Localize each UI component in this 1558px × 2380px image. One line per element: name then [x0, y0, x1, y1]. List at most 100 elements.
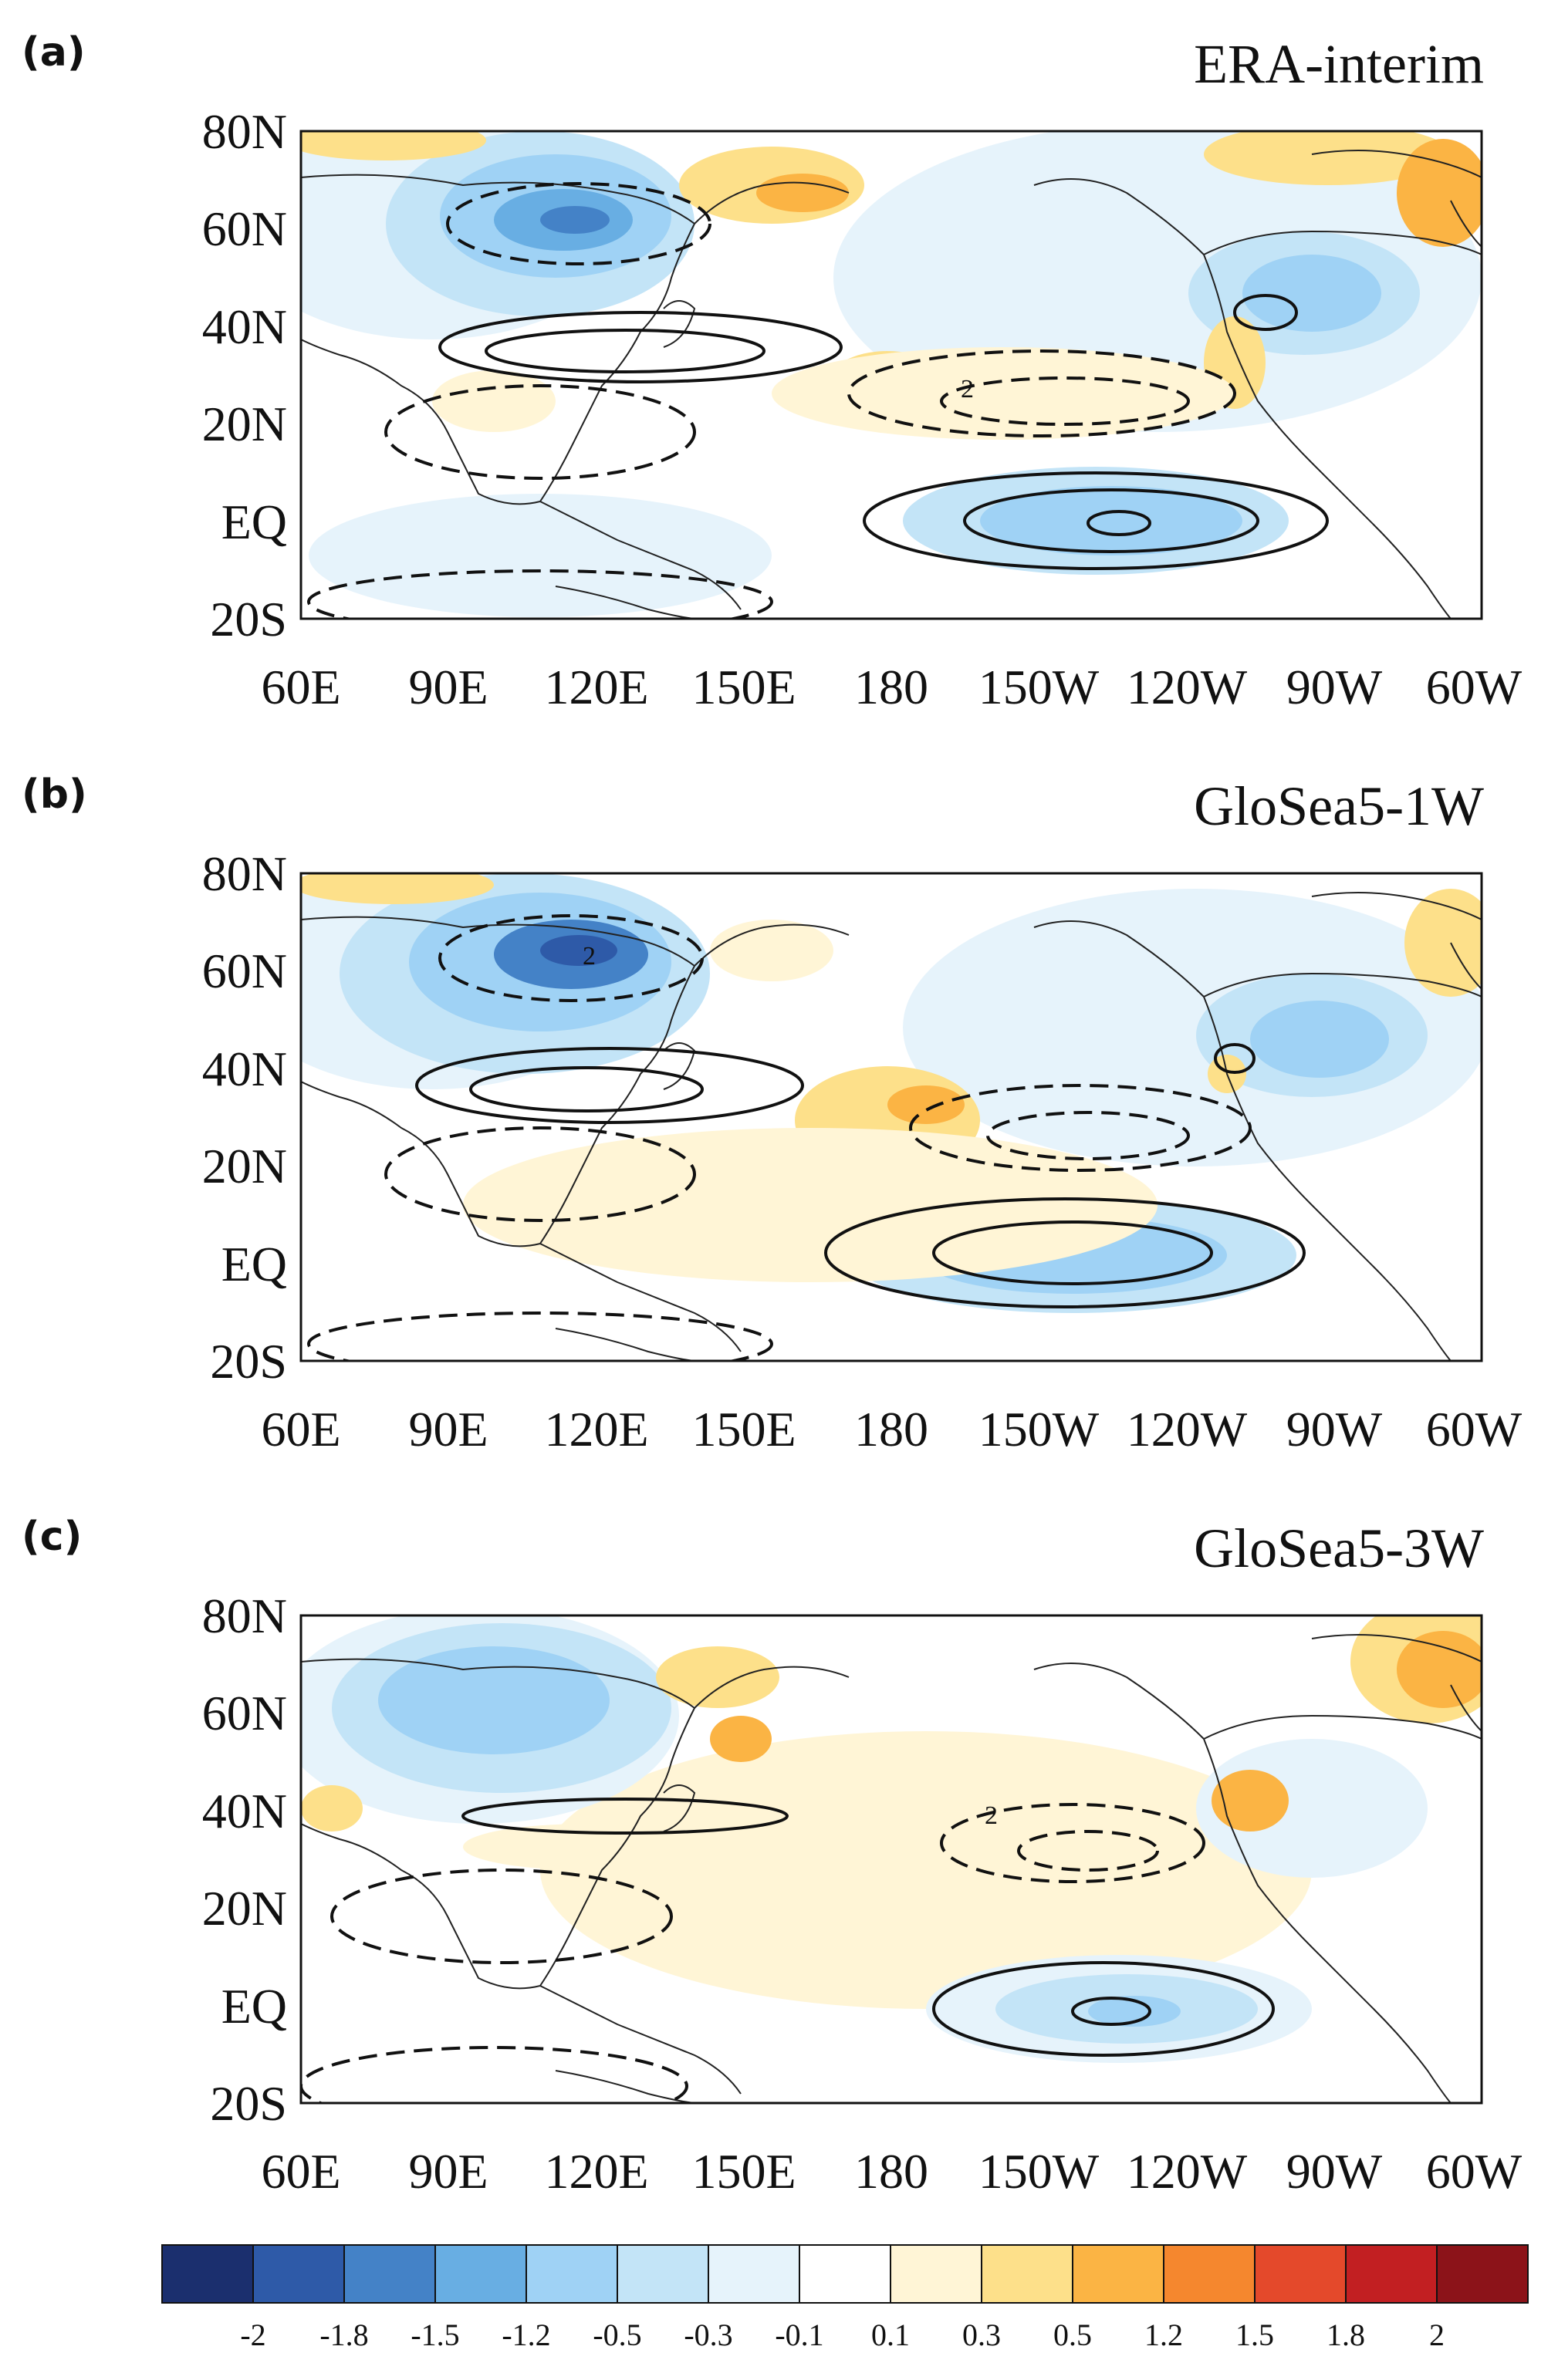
map-panel-a: (a) ERA-interim: [0, 0, 1558, 741]
map-figure: 2 80N 60N 40N 20N EQ 20S 60E 90E 120E 15…: [202, 104, 1523, 714]
colorbar-tick-labels: -2 -1.8 -1.5 -1.2 -0.5 -0.3 -0.1 0.1 0.3 0.5 1.2 1.…: [240, 2318, 1445, 2352]
colorbar-tick-label: -0.1: [775, 2318, 823, 2352]
lon-label: 120W: [1127, 660, 1248, 714]
lon-label: 90E: [408, 2144, 488, 2199]
panel-title: GloSea5-3W: [1194, 1517, 1484, 1579]
lat-label: 20N: [202, 1881, 287, 1936]
lat-label: 60N: [202, 944, 287, 998]
lat-label: 60N: [202, 201, 287, 256]
colorbar-swatch: [708, 2244, 800, 2304]
colorbar-tick-label: 1.8: [1326, 2318, 1365, 2352]
colorbar-swatch: [434, 2244, 527, 2304]
lat-label: 40N: [202, 1041, 287, 1096]
lat-label: 80N: [202, 846, 287, 901]
lon-label: 90W: [1286, 660, 1383, 714]
plot-frame: [299, 872, 1483, 1362]
colorbar-swatch: [252, 2244, 345, 2304]
colorbar-tick-label: 0.3: [962, 2318, 1001, 2352]
panel-label: (a): [22, 29, 86, 76]
anomaly-shading: [301, 873, 1482, 1361]
colorbar-tick-label: -1.8: [319, 2318, 368, 2352]
lon-tick-labels: 60E 90E 120E 150E 180 150W 120W 90W 60W: [261, 1402, 1522, 1457]
colorbar-tick-label: 2: [1429, 2318, 1445, 2352]
contour-label: 2: [583, 942, 596, 971]
lon-label: 150E: [691, 1402, 796, 1457]
contour-label: 2: [985, 1801, 998, 1830]
lon-label: 150W: [978, 1402, 1100, 1457]
map-figure: 2 80N 60N 40N 20N EQ 20S 60E 90E 120E 15…: [202, 846, 1523, 1457]
lat-label: 80N: [202, 1588, 287, 1643]
anomaly-shading: [301, 131, 1482, 619]
colorbar-swatch: [1345, 2244, 1438, 2304]
map-panel-c: (c) GloSea5-3W: [0, 1484, 1558, 2225]
colorbar-swatch: [343, 2244, 436, 2304]
lon-label: 60W: [1426, 2144, 1523, 2199]
colorbar-swatch: [799, 2244, 891, 2304]
plot-frame: [299, 130, 1483, 620]
lat-label: 60N: [202, 1686, 287, 1740]
lon-label: 90E: [408, 660, 488, 714]
lon-label: 60W: [1426, 1402, 1523, 1457]
lon-label: 150W: [978, 2144, 1100, 2199]
lon-label: 150E: [691, 660, 796, 714]
colorbar-swatch: [1436, 2244, 1529, 2304]
lon-label: 150W: [978, 660, 1100, 714]
map-panel-b: (b) GloSea5-1W: [0, 742, 1558, 1483]
contour-label: 2: [961, 375, 974, 403]
lat-label: 20N: [202, 397, 287, 451]
colorbar-swatch: [526, 2244, 618, 2304]
lon-tick-labels: 60E 90E 120E 150E 180 150W 120W 90W 60W: [261, 660, 1522, 714]
lon-label: 120E: [544, 2144, 648, 2199]
panel-title: ERA-interim: [1194, 33, 1484, 95]
colorbar-tick-label: -0.5: [593, 2318, 641, 2352]
colorbar-tick-label: 1.2: [1144, 2318, 1183, 2352]
colorbar-swatch: [1254, 2244, 1347, 2304]
colorbar-swatch: [161, 2244, 254, 2304]
colorbar-tick-label: -1.2: [502, 2318, 550, 2352]
colorbar: -2 -1.8 -1.5 -1.2 -0.5 -0.3 -0.1 0.1 0.3 0.5 1.2 1.…: [161, 2244, 1529, 2352]
lon-label: 180: [854, 660, 928, 714]
lon-label: 120E: [544, 1402, 648, 1457]
contours: [307, 914, 1306, 1361]
lat-label: EQ: [221, 495, 287, 549]
lon-label: 90W: [1286, 2144, 1383, 2199]
lat-tick-labels: 80N 60N 40N 20N EQ 20S: [202, 1588, 287, 2131]
lon-label: 60W: [1426, 660, 1523, 714]
lon-label: 180: [854, 1402, 928, 1457]
contours: [301, 1798, 1275, 2103]
colorbar-tick-label: 0.5: [1053, 2318, 1092, 2352]
colorbar-tick-label: 1.5: [1235, 2318, 1274, 2352]
colorbar-tick-label: -2: [240, 2318, 265, 2352]
lon-label: 180: [854, 2144, 928, 2199]
lat-label: EQ: [221, 1237, 287, 1291]
lat-label: 20S: [210, 2076, 287, 2131]
plot-frame: [299, 1614, 1483, 2105]
anomaly-shading: [301, 1615, 1482, 2103]
colorbar-swatch: [981, 2244, 1073, 2304]
lon-label: 60E: [261, 2144, 340, 2199]
lon-label: 60E: [261, 1402, 340, 1457]
panel-title: GloSea5-1W: [1194, 775, 1484, 837]
lat-tick-labels: 80N 60N 40N 20N EQ 20S: [202, 846, 287, 1389]
colorbar-swatch: [1163, 2244, 1256, 2304]
panel-label: (b): [22, 771, 87, 818]
lon-label: 60E: [261, 660, 340, 714]
lat-label: 80N: [202, 104, 287, 159]
lat-tick-labels: 80N 60N 40N 20N EQ 20S: [202, 104, 287, 646]
contours: [307, 182, 1329, 619]
colorbar-tick-label: 0.1: [871, 2318, 910, 2352]
colorbar-swatch: [617, 2244, 709, 2304]
colorbar-tick-label: -1.5: [411, 2318, 459, 2352]
panel-label: (c): [22, 1514, 83, 1560]
lon-label: 120E: [544, 660, 648, 714]
lon-label: 90W: [1286, 1402, 1383, 1457]
lat-label: 40N: [202, 299, 287, 354]
lat-label: EQ: [221, 1979, 287, 2034]
lon-tick-labels: 60E 90E 120E 150E 180 150W 120W 90W 60W: [261, 2144, 1522, 2199]
lon-label: 90E: [408, 1402, 488, 1457]
coastlines: [301, 150, 1482, 619]
map-figure: 2 80N 60N 40N 20N EQ 20S 60E 90E 120E 15…: [202, 1588, 1523, 2199]
coastlines: [301, 1634, 1482, 2103]
lat-label: 40N: [202, 1784, 287, 1838]
lon-label: 150E: [691, 2144, 796, 2199]
